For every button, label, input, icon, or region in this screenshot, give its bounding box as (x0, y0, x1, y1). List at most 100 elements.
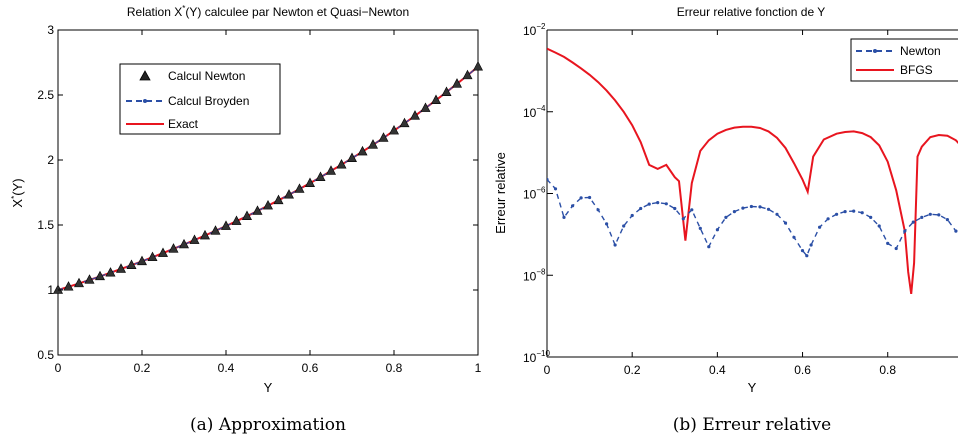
legend-label-bfgs: BFGS (900, 63, 933, 77)
newton-error-point (758, 205, 762, 209)
newton-point (263, 199, 273, 210)
newton-point (189, 234, 200, 244)
chart-a-ticks-layer: 0 0.2 0.4 0.6 0.8 1 0.5 1 1.5 2 2.5 3 (37, 23, 481, 375)
newton-error-point (877, 224, 881, 228)
chart-b-title: Erreur relative fonction de Y (677, 5, 826, 19)
newton-error-point (571, 204, 575, 208)
newton-point (347, 152, 357, 162)
newton-error-point (622, 224, 626, 228)
y-tick-label: 2.5 (37, 88, 54, 102)
chart-a-title: Relation X*(Y) calculee par Newton et Qu… (127, 4, 409, 19)
newton-point (168, 243, 179, 253)
newton-point (389, 124, 399, 135)
x-tick-label: 0.2 (134, 361, 151, 375)
newton-error-point (715, 228, 720, 232)
newton-point (252, 205, 263, 215)
chart-b-y-label: Erreur relative (493, 152, 508, 234)
chart-a-legend: Calcul Newton Calcul Broyden Exact (119, 63, 281, 135)
newton-error-point (800, 249, 805, 253)
newton-point (399, 117, 410, 128)
newton-error-point (775, 212, 779, 216)
newton-error-point (553, 187, 558, 191)
x-tick-label: 0 (544, 363, 551, 377)
newton-error-point (690, 208, 694, 212)
newton-point (336, 159, 347, 169)
y-tick-label: 10−6 (523, 186, 546, 202)
newton-point (305, 177, 315, 187)
chart-b-x-label: Y (748, 380, 757, 395)
legend-dot-broyden (143, 99, 147, 103)
newton-error-point (724, 215, 728, 219)
y-tick-label: 0.5 (37, 348, 54, 362)
newton-error-point (596, 208, 600, 212)
newton-point (221, 220, 231, 230)
x-tick-label: 0.6 (794, 363, 811, 377)
newton-error-point (588, 195, 592, 200)
newton-error-point (562, 215, 566, 219)
newton-error-point (809, 243, 813, 247)
newton-point (137, 255, 147, 266)
newton-error-point (656, 201, 660, 205)
newton-point (410, 110, 420, 120)
y-tick-label: 10−2 (523, 22, 546, 38)
x-tick-label: 0.2 (624, 363, 641, 377)
chart-a-x-label: Y (264, 380, 273, 395)
legend-dot-newton-b (873, 49, 877, 53)
newton-error-point (547, 177, 549, 182)
newton-point (210, 225, 221, 235)
newton-error-point (843, 210, 847, 214)
newton-error-point (954, 229, 958, 233)
newton-error-point (869, 215, 873, 219)
newton-error-point (911, 220, 915, 224)
newton-point (231, 215, 242, 225)
y-tick-label: 3 (47, 23, 54, 37)
newton-point (357, 145, 368, 156)
legend-label-newton-b: Newton (900, 44, 941, 58)
newton-error-point (860, 211, 864, 215)
newton-error-point (886, 241, 890, 245)
newton-point (294, 183, 305, 193)
newton-error-point (945, 218, 950, 222)
newton-error-point (766, 207, 771, 211)
newton-point (179, 238, 189, 249)
caption-b: (b) Erreur relative (673, 415, 831, 435)
x-tick-label: 0.6 (302, 361, 319, 375)
newton-error-point (732, 210, 737, 214)
newton-error-point (673, 206, 677, 211)
chart-a-y-label: X*(Y) (10, 178, 25, 207)
chart-approximation: Relation X*(Y) calculee par Newton et Qu… (10, 4, 483, 395)
newton-error-point (920, 215, 924, 219)
newton-point (95, 270, 105, 281)
newton-error-point (826, 217, 830, 221)
newton-point (368, 139, 378, 149)
caption-a: (a) Approximation (190, 415, 346, 435)
newton-point (200, 229, 210, 240)
newton-error-point (579, 196, 583, 200)
x-tick-label: 0 (55, 361, 62, 375)
newton-point (378, 132, 389, 142)
newton-error-point (613, 243, 617, 247)
newton-error-point (792, 235, 796, 239)
legend-label-newton: Calcul Newton (168, 69, 245, 83)
newton-point (452, 78, 462, 88)
chart-relative-error: Erreur relative fonction de Y 0 0.2 0.4 0.6… (493, 5, 958, 395)
chart-b-legend-box (850, 38, 958, 82)
legend-label-exact: Exact (168, 117, 199, 131)
y-tick-label: 2 (47, 153, 54, 167)
newton-error-point (894, 246, 898, 251)
chart-a-series-layer (53, 61, 483, 294)
newton-point (441, 86, 452, 96)
newton-error-point (749, 204, 754, 209)
series-newton-line (547, 179, 958, 258)
newton-point (84, 274, 95, 284)
newton-point (53, 284, 63, 294)
newton-point (116, 263, 126, 273)
newton-error-point (818, 225, 822, 229)
newton-point (158, 247, 168, 257)
newton-error-point (783, 221, 788, 225)
x-tick-label: 0.8 (879, 363, 896, 377)
newton-error-point (805, 254, 809, 258)
newton-point (63, 281, 74, 291)
newton-point (315, 171, 326, 181)
